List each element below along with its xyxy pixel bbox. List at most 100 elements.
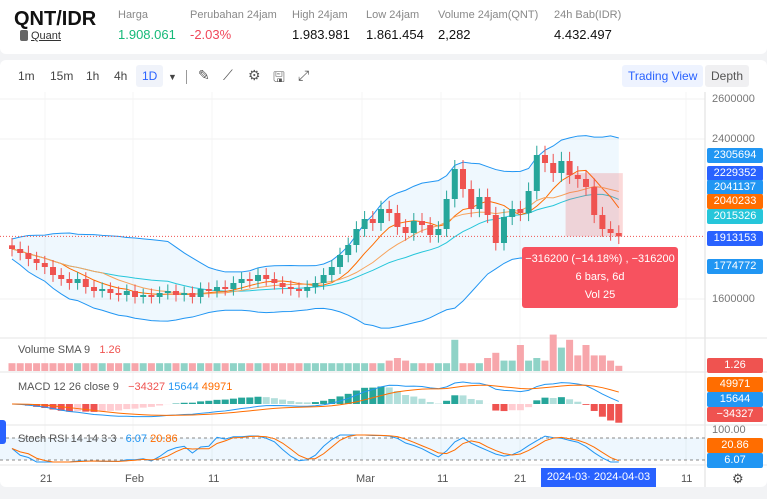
volume-bar	[295, 363, 303, 371]
stoch-d-line	[11, 434, 619, 463]
candle-body	[558, 161, 565, 173]
trading-view-tab[interactable]: Trading View	[622, 65, 704, 87]
candle-body	[345, 245, 352, 255]
volume-bar	[41, 363, 49, 371]
candle-body	[9, 245, 15, 249]
candle-body	[222, 287, 229, 289]
volume-bar	[262, 363, 270, 371]
interval-15m[interactable]: 15m	[50, 69, 74, 83]
macd-histogram-bar	[180, 402, 188, 404]
price-tag: 2305694	[707, 148, 763, 163]
candle-body	[140, 295, 147, 297]
macd-histogram-bar	[451, 395, 459, 404]
candle-body	[312, 283, 319, 287]
volume-bar	[279, 363, 287, 371]
volume-bar	[33, 363, 41, 371]
depth-tab[interactable]: Depth	[705, 65, 750, 87]
candle-body	[337, 255, 343, 267]
candle-body	[91, 287, 97, 291]
macd-histogram-bar	[246, 397, 254, 404]
volume-bar	[500, 360, 508, 371]
candle-body	[566, 161, 573, 175]
candle-body	[74, 279, 81, 283]
candle-body	[533, 155, 540, 191]
candle-body	[115, 293, 122, 295]
candle-body	[148, 295, 155, 297]
volume-bar	[352, 363, 360, 371]
divider	[186, 70, 187, 84]
macd-histogram-bar	[57, 404, 65, 411]
candle-body	[369, 219, 376, 223]
interval-1m[interactable]: 1m	[18, 69, 35, 83]
pair-title: QNT/IDR	[14, 8, 97, 30]
volume-legend: Volume SMA 9 1.26	[18, 344, 121, 356]
fullscreen-icon[interactable]: ⤢	[298, 67, 310, 83]
macd-histogram-bar	[500, 404, 508, 412]
measure-tooltip: −316200 (−14.18%) , −316200 6 bars, 6d V…	[522, 247, 678, 308]
volume-bar	[492, 352, 500, 371]
volume-bar	[139, 363, 147, 371]
macd-histogram-bar	[525, 404, 533, 408]
macd-histogram-bar	[205, 400, 213, 404]
time-label: 21	[514, 473, 527, 485]
indicator-icon[interactable]: ⟋	[223, 67, 233, 83]
volume-bar	[115, 363, 123, 371]
chart-settings-icon[interactable]: ⚙	[732, 471, 744, 486]
interval-4h[interactable]: 4h	[114, 69, 128, 83]
volume-bar	[598, 355, 606, 371]
candle-body	[304, 287, 311, 291]
gear-icon[interactable]: ⚙	[248, 67, 261, 83]
volume-bar	[443, 363, 451, 371]
candle-body	[386, 209, 393, 213]
interval-dropdown-icon[interactable]: ▼	[168, 72, 177, 82]
coin-link[interactable]: Quant	[31, 30, 61, 42]
candle-body	[82, 279, 89, 287]
candle-body	[320, 275, 327, 283]
macd-histogram-bar	[139, 404, 147, 408]
expand-panel-handle[interactable]	[0, 420, 6, 444]
volume-bar	[541, 360, 549, 371]
candle-body	[435, 229, 442, 235]
volume-bar	[549, 334, 557, 371]
candle-body	[574, 175, 581, 179]
interval-1D[interactable]: 1D	[136, 65, 164, 87]
volume-bar	[24, 363, 32, 371]
save-icon[interactable]: 🖫	[273, 69, 285, 85]
candle-body	[181, 293, 188, 295]
macd-histogram-bar	[557, 397, 565, 404]
stat-label: Low 24jam	[366, 9, 420, 21]
volume-bar	[336, 363, 344, 371]
macd-histogram-bar	[320, 400, 328, 404]
volume-bar	[90, 363, 98, 371]
candle-body	[394, 213, 401, 227]
interval-1h[interactable]: 1h	[86, 69, 100, 83]
macd-histogram-bar	[123, 404, 131, 410]
candle-body	[230, 283, 237, 289]
volume-bar	[607, 360, 615, 371]
macd-histogram-bar	[106, 404, 114, 411]
stat-value: 1.908.061	[118, 27, 176, 42]
macd-histogram-bar	[295, 402, 303, 404]
macd-histogram-bar	[147, 404, 155, 407]
candle-body	[279, 283, 286, 287]
price-tag: 2041137	[707, 180, 763, 195]
stoch-band	[0, 438, 705, 460]
volume-bar	[434, 363, 442, 371]
volume-bar	[16, 363, 24, 371]
macd-histogram-bar	[607, 404, 615, 421]
candle-body	[50, 267, 56, 275]
bollinger-upper	[11, 135, 619, 273]
volume-bar	[377, 363, 385, 371]
candle-body	[328, 267, 335, 275]
macd-histogram-bar	[270, 398, 278, 404]
macd-histogram-bar	[598, 404, 606, 417]
macd-histogram-bar	[74, 404, 82, 412]
volume-bar	[451, 339, 459, 371]
candle-body	[132, 291, 138, 297]
volume-bar	[385, 360, 393, 371]
pencil-icon[interactable]: ✎	[198, 67, 210, 83]
macd-histogram-bar	[574, 401, 582, 404]
macd-histogram-bar	[393, 391, 401, 404]
macd-histogram-bar	[221, 399, 229, 404]
